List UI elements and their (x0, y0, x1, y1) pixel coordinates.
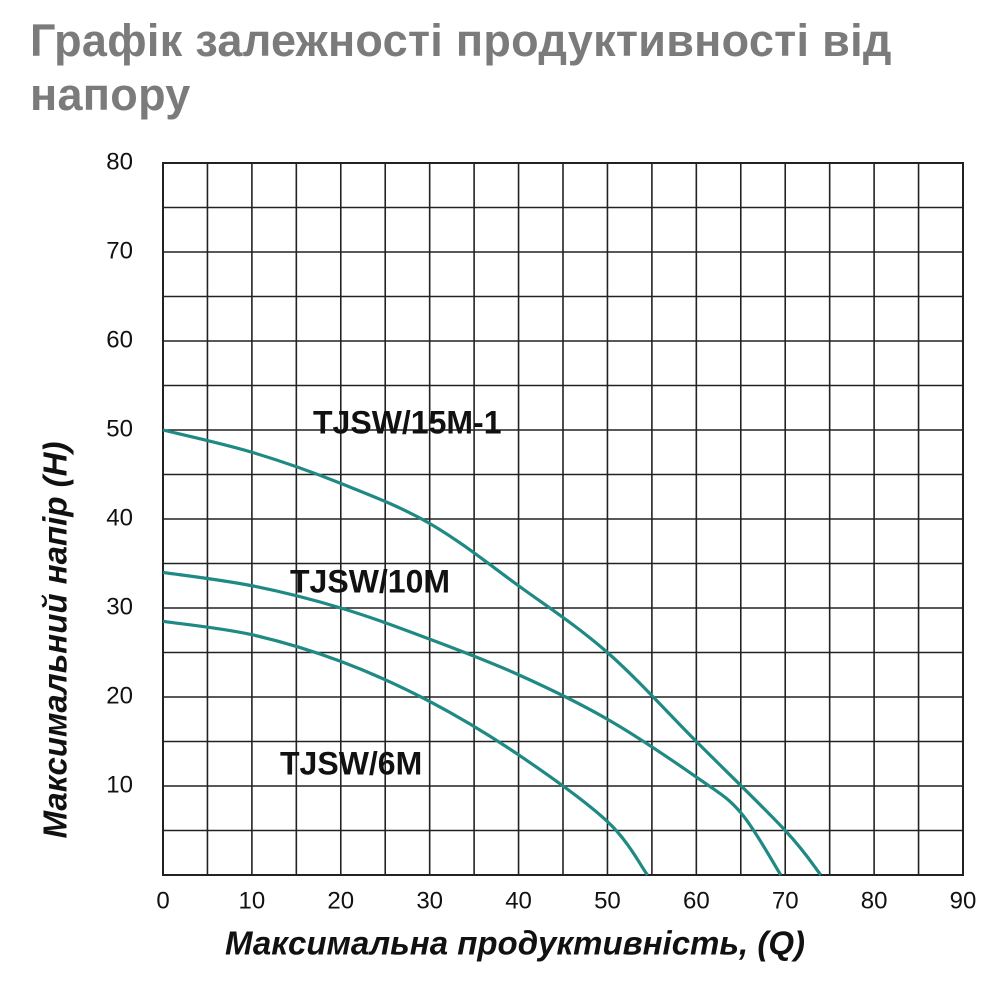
x-axis-label: Максимальна продуктивність, (Q) (225, 925, 805, 962)
y-tick-label: 10 (106, 771, 133, 798)
chart-title: Графік залежності продуктивності від нап… (30, 15, 892, 120)
y-tick-label: 30 (106, 593, 133, 620)
curve (162, 570, 783, 876)
x-tick-label: 60 (683, 887, 710, 914)
x-tick-label: 90 (950, 887, 977, 914)
y-tick-label: 70 (106, 237, 133, 264)
curve (162, 619, 649, 876)
y-tick-label: 60 (106, 326, 133, 353)
x-tick-label: 70 (772, 887, 799, 914)
y-tick-label: 40 (106, 504, 133, 531)
x-tick-label: 50 (594, 887, 621, 914)
y-axis-label: Максимальний напір (H) (37, 442, 74, 839)
y-tick-label: 20 (106, 682, 133, 709)
series-label: TJSW/6M (280, 745, 422, 781)
y-tick-label: 50 (106, 415, 133, 442)
x-tick-label: 30 (416, 887, 443, 914)
x-tick-label: 40 (505, 887, 532, 914)
y-tick-label: 80 (106, 148, 133, 175)
x-tick-label: 0 (156, 887, 169, 914)
x-tick-label: 10 (239, 887, 266, 914)
curve (162, 428, 823, 876)
plot-frame (162, 162, 964, 876)
x-tick-label: 80 (861, 887, 888, 914)
series-label: TJSW/10M (290, 563, 450, 599)
series-label: TJSW/15M-1 (313, 404, 501, 440)
x-tick-label: 20 (327, 887, 354, 914)
